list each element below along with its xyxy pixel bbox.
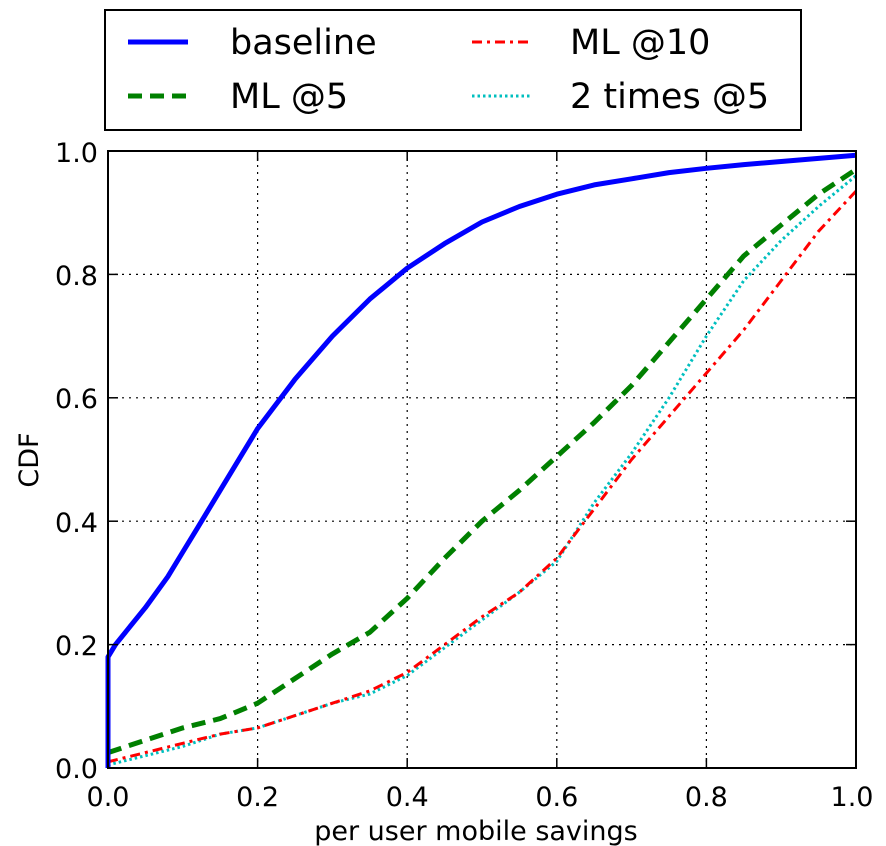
series-line-baseline (105, 152, 857, 768)
y-tick-label: 0.4 (55, 508, 98, 539)
x-tick-label: 0.8 (685, 782, 728, 813)
legend-label-ml-at-10: ML @10 (570, 23, 710, 63)
plot-area (108, 151, 856, 768)
x-axis-label: per user mobile savings (314, 816, 637, 846)
y-tick-label: 0.8 (55, 261, 98, 292)
plot-frame (107, 150, 857, 769)
series-lines (105, 152, 858, 768)
series-line-ml-10 (107, 190, 858, 764)
legend-label-ml-at-5: ML @5 (230, 77, 348, 117)
y-axis-label: CDF (14, 432, 45, 487)
legend-label-baseline: baseline (230, 23, 377, 63)
y-tick-label: 1.0 (55, 138, 98, 169)
x-tick-label: 0.0 (87, 782, 130, 813)
grid-lines (108, 151, 856, 768)
legend: baseline ML @5 ML @10 2 times @5 (104, 9, 802, 131)
axis-ticks (107, 150, 857, 769)
y-tick-label: 0.2 (55, 631, 98, 662)
series-line-ml-5 (107, 167, 858, 755)
y-tick-label: 0.0 (55, 754, 98, 785)
x-tick-label: 0.6 (535, 782, 578, 813)
y-tick-label: 0.6 (55, 384, 98, 415)
legend-box (104, 9, 802, 131)
x-tick-label: 1.0 (831, 782, 874, 813)
y-tick-labels: 0.0 0.2 0.4 0.6 0.8 1.0 (55, 138, 98, 785)
x-tick-label: 0.4 (386, 782, 429, 813)
x-tick-label: 0.2 (236, 782, 279, 813)
x-tick-labels: 0.0 0.2 0.4 0.6 0.8 1.0 (87, 782, 874, 813)
legend-label-2-times-at-5: 2 times @5 (570, 77, 769, 117)
